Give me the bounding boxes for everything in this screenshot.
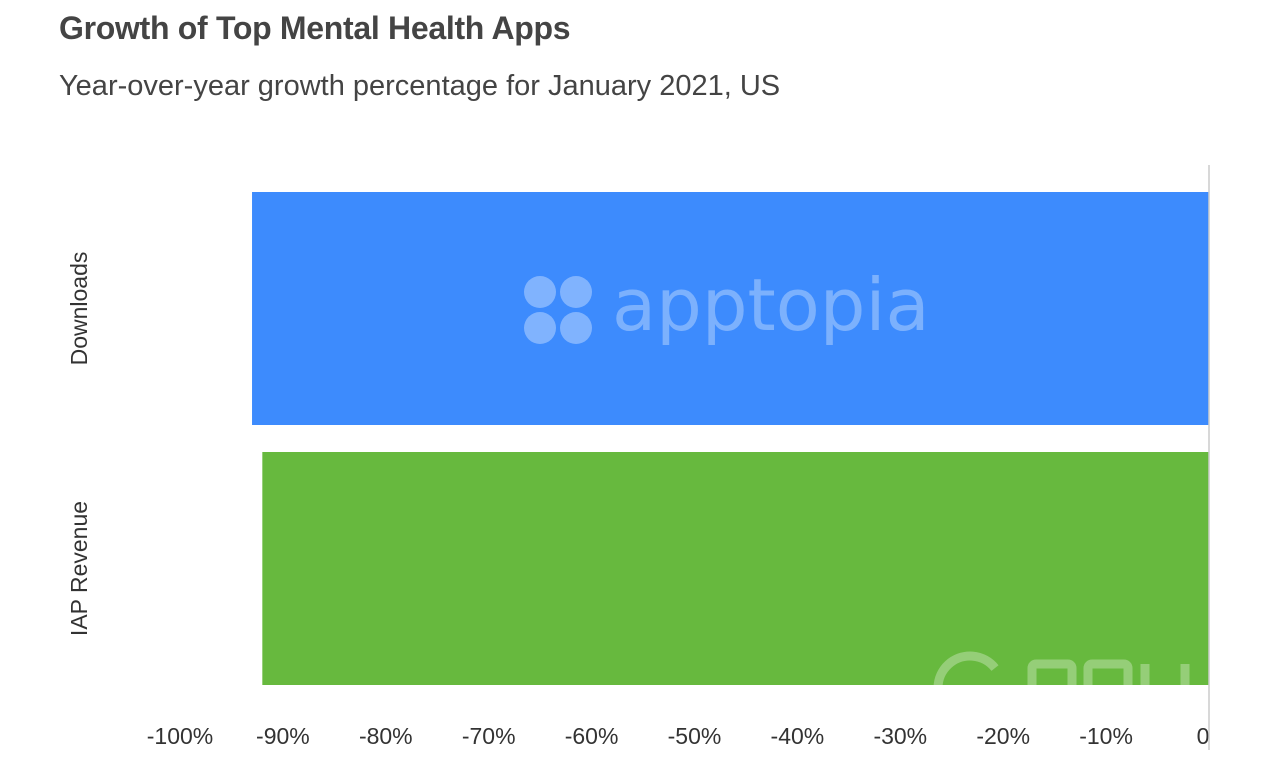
x-tick-label: -30% <box>873 723 927 749</box>
category-label-iap-revenue: IAP Revenue <box>66 501 92 636</box>
x-axis-tick-labels: -100% -90% -80% -70% -60% -50% -40% -30% -20% -10… <box>147 723 1210 749</box>
x-tick-label: -10% <box>1079 723 1133 749</box>
site-logo-icon <box>933 651 1190 725</box>
category-label-downloads: Downloads <box>66 252 92 366</box>
x-tick-label: -20% <box>976 723 1030 749</box>
x-tick-label: -70% <box>462 723 516 749</box>
x-tick-label: -40% <box>771 723 825 749</box>
x-tick-label: -80% <box>359 723 413 749</box>
bars-group <box>252 192 1209 685</box>
x-tick-label: 0 <box>1197 723 1210 749</box>
x-tick-label: -90% <box>256 723 310 749</box>
bar-iap-revenue <box>262 452 1209 685</box>
x-tick-label: -50% <box>668 723 722 749</box>
watermark: apptopia <box>524 263 930 347</box>
x-tick-label: -60% <box>565 723 619 749</box>
watermark-text: apptopia <box>612 263 930 347</box>
bar-downloads <box>252 192 1209 425</box>
chart-subtitle: Year-over-year growth percentage for Jan… <box>59 70 781 102</box>
apptopia-logo-icon <box>524 276 592 344</box>
chart-title: Growth of Top Mental Health Apps <box>59 10 571 46</box>
category-labels: Downloads IAP Revenue <box>66 252 92 636</box>
x-tick-label: -100% <box>147 723 213 749</box>
